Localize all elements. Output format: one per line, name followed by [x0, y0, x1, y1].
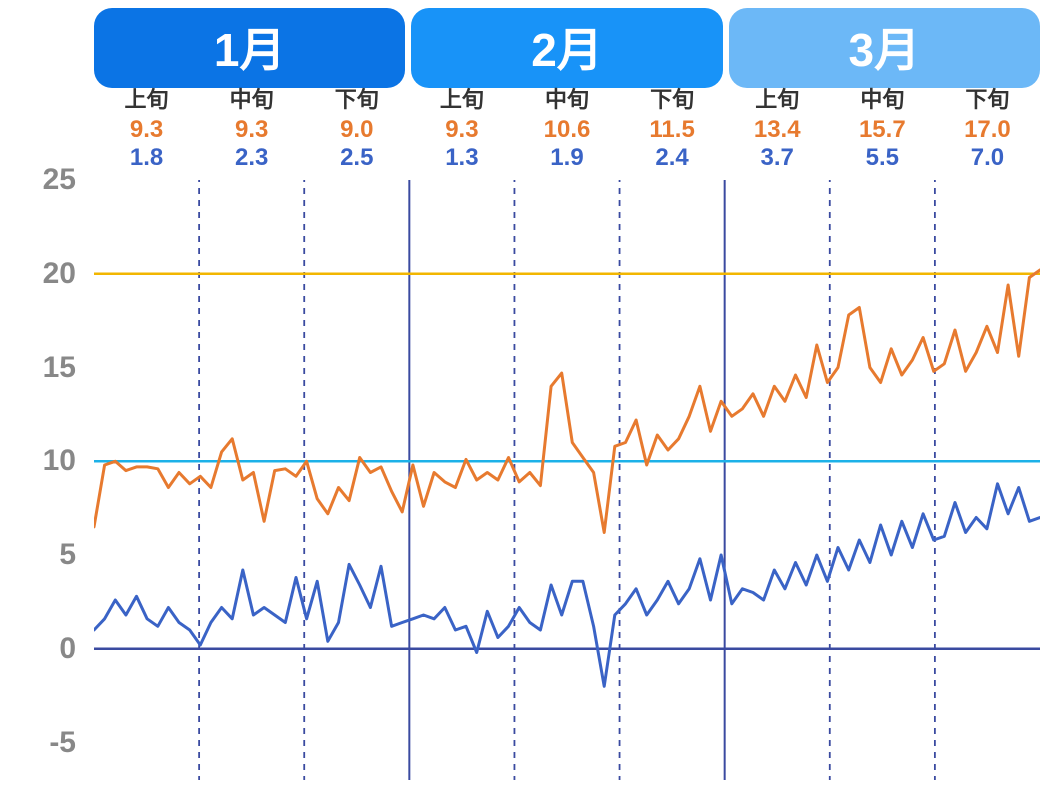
period-low-value: 2.4 — [620, 144, 725, 172]
period-col: 中旬9.32.3 — [199, 82, 304, 172]
y-tick: 10 — [43, 444, 76, 478]
period-label: 中旬 — [199, 82, 304, 114]
period-label: 中旬 — [830, 82, 935, 114]
period-label: 上旬 — [94, 82, 199, 114]
month-tab-1: 1月 — [94, 8, 405, 88]
period-high-value: 9.3 — [94, 116, 199, 144]
period-col: 中旬15.75.5 — [830, 82, 935, 172]
period-high-value: 17.0 — [935, 116, 1040, 144]
period-header: 上旬9.31.8中旬9.32.3下旬9.02.5上旬9.31.3中旬10.61.… — [94, 82, 1040, 172]
period-col: 下旬9.02.5 — [304, 82, 409, 172]
period-col: 上旬9.31.8 — [94, 82, 199, 172]
period-col: 上旬13.43.7 — [725, 82, 830, 172]
month-tab-2: 2月 — [411, 8, 722, 88]
y-tick: 15 — [43, 351, 76, 385]
period-label: 上旬 — [409, 82, 514, 114]
plot-area — [94, 180, 1040, 780]
period-low-value: 2.3 — [199, 144, 304, 172]
period-high-value: 9.3 — [409, 116, 514, 144]
period-high-value: 9.0 — [304, 116, 409, 144]
period-high-value: 13.4 — [725, 116, 830, 144]
period-low-value: 1.8 — [94, 144, 199, 172]
period-low-value: 3.7 — [725, 144, 830, 172]
period-high-value: 15.7 — [830, 116, 935, 144]
y-tick: 0 — [59, 632, 76, 666]
period-low-value: 7.0 — [935, 144, 1040, 172]
y-tick: 25 — [43, 163, 76, 197]
period-col: 上旬9.31.3 — [409, 82, 514, 172]
period-col: 下旬17.07.0 — [935, 82, 1040, 172]
period-label: 上旬 — [725, 82, 830, 114]
month-tabs: 1月 2月 3月 — [94, 8, 1040, 88]
period-low-value: 2.5 — [304, 144, 409, 172]
y-tick: 20 — [43, 257, 76, 291]
temperature-chart: 1月 2月 3月 上旬9.31.8中旬9.32.3下旬9.02.5上旬9.31.… — [0, 0, 1060, 800]
y-tick: 5 — [59, 538, 76, 572]
period-col: 下旬11.52.4 — [620, 82, 725, 172]
period-high-value: 10.6 — [514, 116, 619, 144]
period-label: 下旬 — [304, 82, 409, 114]
period-label: 下旬 — [620, 82, 725, 114]
month-tab-3: 3月 — [729, 8, 1040, 88]
period-high-value: 9.3 — [199, 116, 304, 144]
low-temp-line — [94, 484, 1040, 687]
period-label: 下旬 — [935, 82, 1040, 114]
plot-svg — [94, 180, 1040, 780]
period-col: 中旬10.61.9 — [514, 82, 619, 172]
period-low-value: 1.9 — [514, 144, 619, 172]
y-tick: -5 — [49, 726, 76, 760]
period-high-value: 11.5 — [620, 116, 725, 144]
period-low-value: 1.3 — [409, 144, 514, 172]
period-label: 中旬 — [514, 82, 619, 114]
high-temp-line — [94, 270, 1040, 533]
period-low-value: 5.5 — [830, 144, 935, 172]
